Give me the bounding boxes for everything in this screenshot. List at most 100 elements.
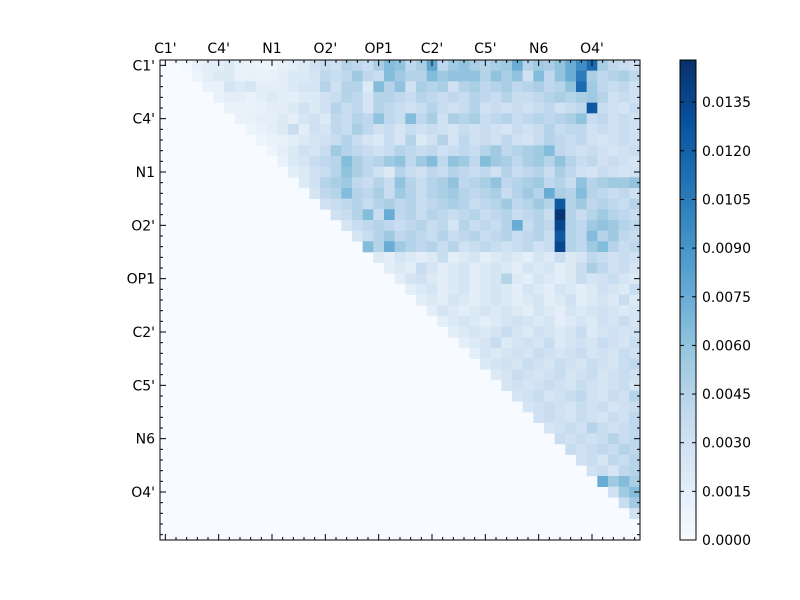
heatmap-cell [330,81,342,93]
heatmap-cell [309,156,321,167]
heatmap-cell [448,284,459,295]
heatmap-cell [565,166,577,178]
heatmap-cell [565,284,577,295]
heatmap-cell [394,166,406,178]
heatmap-cell [565,369,577,381]
heatmap-cell [586,252,598,263]
heatmap-cell [288,70,299,82]
heatmap-cell [597,60,609,71]
heatmap-cell [608,81,619,93]
heatmap-cell [629,198,641,210]
heatmap-cell [426,230,438,242]
heatmap-cell [458,188,470,199]
heatmap-cell [576,230,587,242]
heatmap-cell [501,220,513,231]
heatmap-cell [597,422,609,434]
heatmap-cell [608,294,619,306]
heatmap-cell [554,252,566,263]
heatmap-cell [512,326,523,338]
heatmap-cell [458,305,470,317]
heatmap-cell [405,220,417,231]
heatmap-cell [618,433,630,445]
heatmap-cell [586,316,598,327]
heatmap-cell [426,294,438,306]
heatmap-cell [437,316,449,327]
heatmap-cell [512,348,523,359]
heatmap-cell [298,102,310,114]
heatmap-cell [586,284,598,295]
heatmap-cell [512,145,523,157]
heatmap-cell [448,145,459,157]
heatmap-cell [266,102,278,114]
heatmap-cell [522,156,534,167]
heatmap-cell [608,390,619,402]
heatmap-cell [608,422,619,434]
heatmap-cell [554,316,566,327]
heatmap-cell [544,134,555,146]
heatmap-cell [490,273,502,285]
heatmap-cell [266,124,278,135]
heatmap-cell [565,241,577,253]
heatmap-cell [565,145,577,157]
heatmap-cell [416,134,427,146]
heatmap-cell [266,134,278,146]
heatmap-cell [405,70,417,82]
heatmap-cell [320,134,331,146]
heatmap-cell [533,70,545,82]
heatmap-cell [597,188,609,199]
heatmap-cell [490,60,502,71]
heatmap-cell [384,188,395,199]
heatmap-cell [469,124,481,135]
heatmap-cell [480,316,491,327]
heatmap-cell [330,134,342,146]
heatmap-cell [618,380,630,391]
heatmap-cell [256,113,267,125]
heatmap-cell [469,209,481,221]
heatmap-cell [458,166,470,178]
heatmap-cell [618,284,630,295]
heatmap-cell [341,220,353,231]
heatmap-cell [554,145,566,157]
heatmap-cell [597,262,609,274]
heatmap-cell [618,198,630,210]
heatmap-cell [586,358,598,370]
heatmap-cell [512,369,523,381]
heatmap-cell [277,70,289,82]
heatmap-cell [576,262,587,274]
heatmap-cell [597,305,609,317]
heatmap-cell [426,113,438,125]
heatmap-cell [362,113,374,125]
heatmap-cell [597,465,609,477]
heatmap-cell [416,113,427,125]
heatmap-cell [458,337,470,349]
heatmap-cell [629,177,641,189]
heatmap-cell [362,177,374,189]
heatmap-cell [554,241,566,253]
heatmap-cell [597,177,609,189]
heatmap-cell [512,70,523,82]
y-axis-tick-labels: C1' C4' N1 O2' OP1 C2' C5' N6 O4' [127,58,155,501]
heatmap-cell [416,188,427,199]
heatmap-cell [576,134,587,146]
heatmap-cell [416,262,427,274]
heatmap-cell [288,60,299,71]
heatmap-cell [618,241,630,253]
heatmap-cell [469,305,481,317]
heatmap-cell [501,284,513,295]
heatmap-cell [352,92,363,103]
heatmap-cell [234,70,246,82]
heatmap-cell [384,60,395,71]
heatmap-cell [469,252,481,263]
y-tick-label: N6 [136,432,155,448]
heatmap-cell [480,188,491,199]
heatmap-cell [533,294,545,306]
heatmap-cell [341,145,353,157]
heatmap-cell [437,188,449,199]
heatmap-cell [405,92,417,103]
heatmap-cell [608,220,619,231]
heatmap-cell [576,156,587,167]
heatmap-cell [469,92,481,103]
heatmap-cell [309,177,321,189]
heatmap-cell [192,70,203,82]
